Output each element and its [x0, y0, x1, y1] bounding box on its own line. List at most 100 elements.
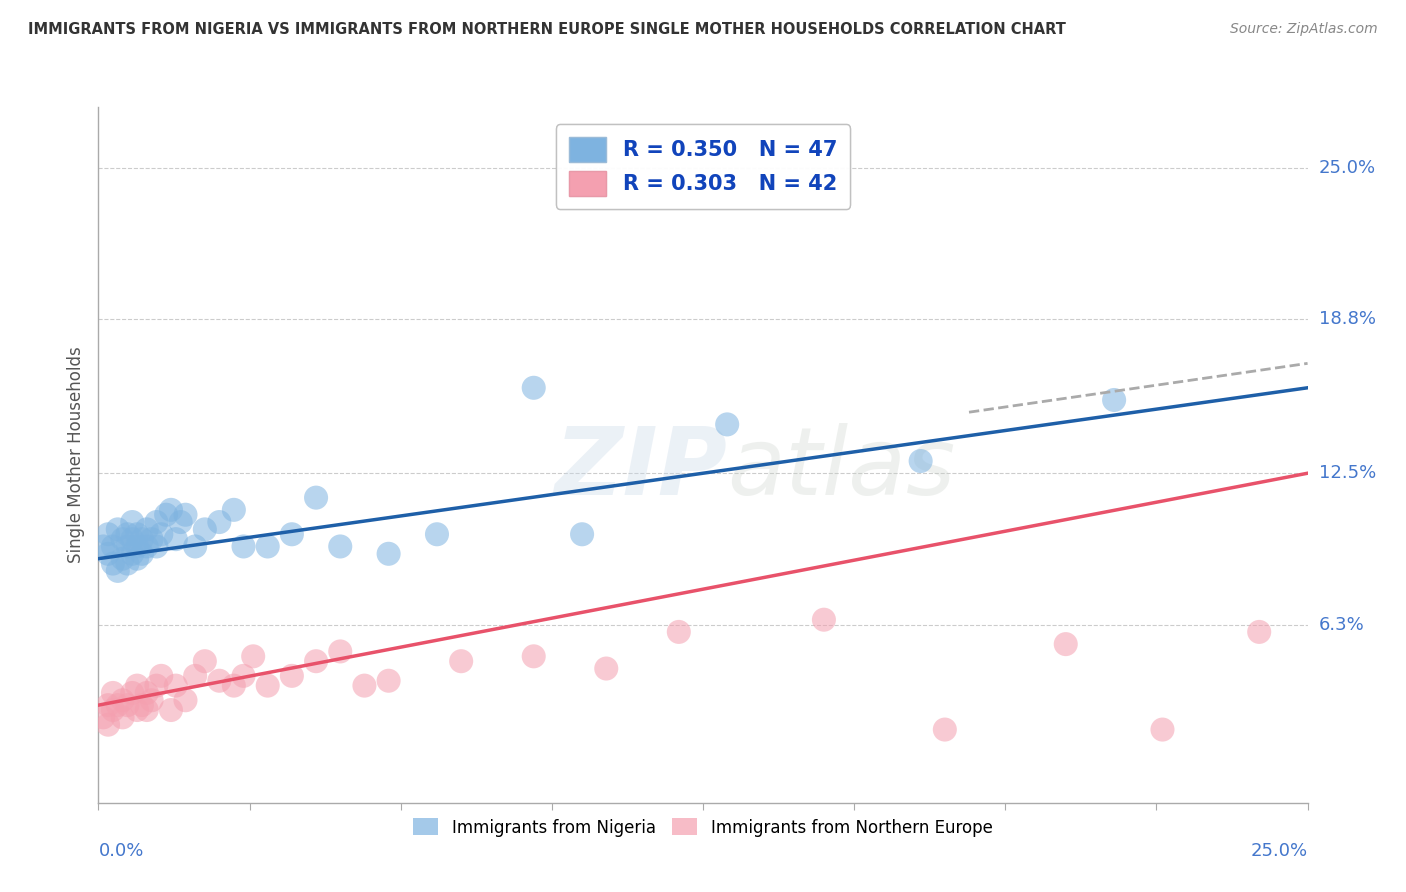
Point	[353, 679, 375, 693]
Point	[165, 532, 187, 546]
Point	[141, 532, 163, 546]
Text: Source: ZipAtlas.com: Source: ZipAtlas.com	[1230, 22, 1378, 37]
Legend: R = 0.350   N = 47, R = 0.303   N = 42: R = 0.350 N = 47, R = 0.303 N = 42	[557, 124, 849, 209]
Point	[101, 557, 124, 571]
Text: IMMIGRANTS FROM NIGERIA VS IMMIGRANTS FROM NORTHERN EUROPE SINGLE MOTHER HOUSEHO: IMMIGRANTS FROM NIGERIA VS IMMIGRANTS FR…	[28, 22, 1066, 37]
Point	[1249, 624, 1271, 639]
Point	[1102, 392, 1125, 407]
Point	[242, 649, 264, 664]
Point	[131, 532, 153, 546]
Point	[121, 515, 143, 529]
Point	[150, 527, 173, 541]
Point	[135, 522, 157, 536]
Point	[232, 540, 254, 554]
Text: 25.0%: 25.0%	[1250, 842, 1308, 860]
Point	[117, 527, 139, 541]
Point	[160, 503, 183, 517]
Point	[169, 515, 191, 529]
Point	[111, 693, 134, 707]
Point	[127, 551, 149, 566]
Point	[121, 547, 143, 561]
Text: atlas: atlas	[727, 424, 956, 515]
Point	[145, 515, 167, 529]
Point	[145, 679, 167, 693]
Point	[135, 540, 157, 554]
Point	[127, 527, 149, 541]
Point	[232, 669, 254, 683]
Point	[281, 669, 304, 683]
Point	[131, 698, 153, 713]
Point	[121, 686, 143, 700]
Point	[97, 698, 120, 713]
Text: 6.3%: 6.3%	[1319, 615, 1364, 633]
Point	[256, 540, 278, 554]
Point	[131, 547, 153, 561]
Point	[523, 649, 546, 664]
Point	[377, 673, 399, 688]
Point	[91, 540, 114, 554]
Point	[571, 527, 593, 541]
Point	[101, 703, 124, 717]
Point	[208, 515, 231, 529]
Point	[97, 547, 120, 561]
Point	[111, 710, 134, 724]
Point	[135, 686, 157, 700]
Point	[127, 703, 149, 717]
Point	[595, 661, 617, 675]
Point	[174, 508, 197, 522]
Point	[668, 624, 690, 639]
Point	[165, 679, 187, 693]
Point	[281, 527, 304, 541]
Point	[174, 693, 197, 707]
Point	[523, 381, 546, 395]
Point	[101, 686, 124, 700]
Point	[111, 551, 134, 566]
Point	[91, 710, 114, 724]
Point	[222, 679, 245, 693]
Point	[117, 540, 139, 554]
Point	[101, 540, 124, 554]
Point	[194, 522, 217, 536]
Point	[117, 698, 139, 713]
Point	[97, 717, 120, 731]
Point	[377, 547, 399, 561]
Point	[1054, 637, 1077, 651]
Point	[305, 491, 328, 505]
Text: 0.0%: 0.0%	[98, 842, 143, 860]
Point	[934, 723, 956, 737]
Point	[107, 698, 129, 713]
Point	[329, 540, 352, 554]
Point	[222, 503, 245, 517]
Point	[127, 679, 149, 693]
Point	[184, 540, 207, 554]
Point	[194, 654, 217, 668]
Point	[716, 417, 738, 432]
Point	[107, 522, 129, 536]
Point	[256, 679, 278, 693]
Point	[910, 454, 932, 468]
Text: ZIP: ZIP	[554, 423, 727, 515]
Point	[107, 564, 129, 578]
Point	[305, 654, 328, 668]
Point	[141, 693, 163, 707]
Point	[135, 703, 157, 717]
Point	[184, 669, 207, 683]
Point	[208, 673, 231, 688]
Text: 18.8%: 18.8%	[1319, 310, 1375, 328]
Point	[160, 703, 183, 717]
Text: 25.0%: 25.0%	[1319, 159, 1376, 178]
Point	[127, 540, 149, 554]
Point	[111, 532, 134, 546]
Point	[121, 532, 143, 546]
Point	[450, 654, 472, 668]
Point	[813, 613, 835, 627]
Point	[155, 508, 177, 522]
Point	[1152, 723, 1174, 737]
Point	[97, 527, 120, 541]
Point	[145, 540, 167, 554]
Point	[426, 527, 449, 541]
Point	[117, 557, 139, 571]
Y-axis label: Single Mother Households: Single Mother Households	[66, 347, 84, 563]
Text: 12.5%: 12.5%	[1319, 464, 1376, 483]
Point	[150, 669, 173, 683]
